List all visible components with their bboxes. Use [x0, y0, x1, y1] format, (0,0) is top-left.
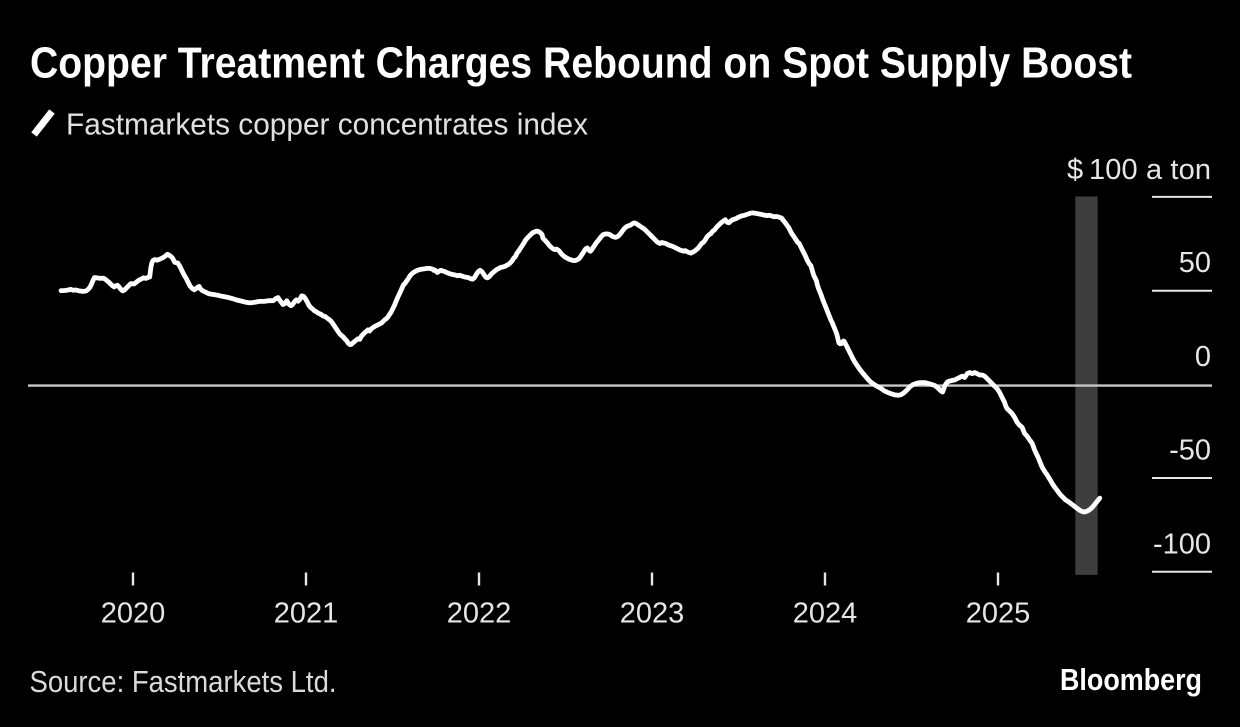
- svg-text:Source: Fastmarkets Ltd.: Source: Fastmarkets Ltd.: [30, 664, 337, 699]
- svg-text:2023: 2023: [620, 598, 685, 630]
- svg-text:0: 0: [1195, 341, 1211, 373]
- svg-text:$: $: [1067, 154, 1083, 186]
- svg-text:100 a ton: 100 a ton: [1089, 154, 1211, 186]
- svg-text:2025: 2025: [966, 598, 1031, 630]
- svg-text:Bloomberg: Bloomberg: [1060, 662, 1202, 697]
- svg-text:Fastmarkets copper concentrate: Fastmarkets copper concentrates index: [66, 107, 588, 142]
- svg-text:-100: -100: [1153, 529, 1211, 561]
- svg-text:Copper Treatment Charges Rebou: Copper Treatment Charges Rebound on Spot…: [30, 39, 1132, 88]
- svg-text:2021: 2021: [274, 598, 339, 630]
- svg-text:2022: 2022: [447, 598, 512, 630]
- svg-text:2024: 2024: [793, 598, 858, 630]
- svg-text:50: 50: [1179, 247, 1211, 279]
- svg-text:-50: -50: [1169, 435, 1211, 467]
- svg-text:2020: 2020: [101, 598, 166, 630]
